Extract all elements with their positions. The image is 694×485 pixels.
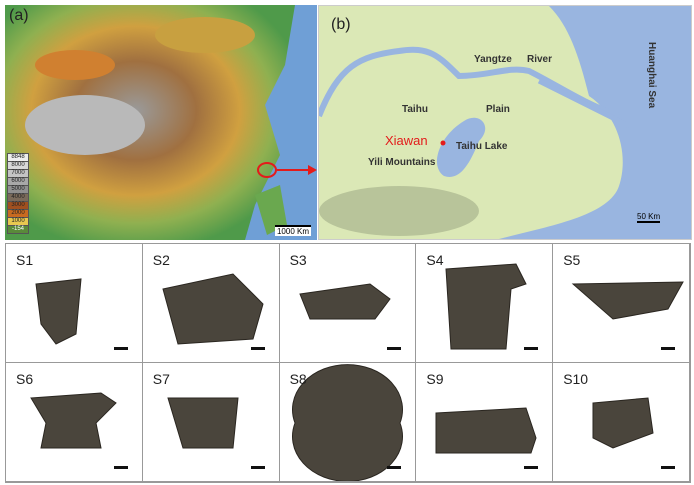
scale-bar-b: 50 Km	[637, 212, 661, 223]
topographic-map-china: (a) 8848 8000 7000 6000 5000 4000 3000 2000 …	[5, 5, 317, 240]
sample-photo-grid: S1 S2 S3 S4 S5 S6 S7 S8 S9 S10	[5, 243, 691, 483]
sherd-photo	[291, 364, 403, 481]
sample-label: S3	[289, 252, 307, 268]
sherd-photo	[162, 273, 264, 345]
sherd-photo	[592, 397, 654, 449]
scale-bar-a: 1000 Km	[274, 225, 311, 236]
panel-label-a: (a)	[9, 7, 29, 24]
scale-bar	[113, 466, 128, 469]
xiawan-label: Xiawan	[385, 133, 428, 148]
sample-label: S5	[563, 252, 581, 268]
scale-bar	[524, 347, 539, 350]
scale-bar	[113, 347, 128, 350]
scale-bar	[250, 347, 265, 350]
sample-cell: S8	[279, 363, 417, 482]
scale-bar	[661, 347, 675, 350]
sherd-photo	[445, 263, 528, 350]
sample-cell: S4	[416, 244, 554, 363]
sherd-photo	[298, 283, 391, 320]
sherd-photo	[435, 407, 537, 454]
sample-cell: S9	[416, 363, 554, 482]
sample-cell: S6	[6, 363, 143, 482]
map-image	[319, 6, 691, 239]
study-area-circle	[257, 162, 277, 178]
sample-cell: S7	[142, 363, 280, 482]
sample-label: S2	[152, 252, 170, 268]
sample-cell: S5	[553, 244, 690, 363]
scale-bar	[524, 466, 539, 469]
terrain-image	[5, 5, 317, 240]
sample-cell: S3	[279, 244, 417, 363]
sample-label: S1	[16, 252, 34, 268]
sample-label: S7	[152, 371, 170, 387]
sherd-photo	[167, 397, 239, 449]
elevation-legend: 8848 8000 7000 6000 5000 4000 3000 2000 1000…	[7, 153, 29, 234]
xiawan-site-marker	[440, 140, 446, 146]
scale-bar	[387, 466, 402, 469]
sherd-photo	[35, 278, 82, 345]
scale-bar	[387, 347, 402, 350]
sherd-photo	[571, 281, 685, 320]
river-label: River	[527, 54, 553, 65]
scale-bar	[250, 466, 265, 469]
sample-cell: S2	[142, 244, 280, 363]
taihu-lake-label: Taihu Lake	[456, 141, 508, 152]
huanghai-sea-label: Huanghai Sea	[646, 42, 657, 109]
taihu-label: Taihu	[402, 104, 428, 115]
sample-cell: S10	[553, 363, 690, 482]
plain-label: Plain	[486, 104, 510, 115]
sherd-photo	[30, 392, 117, 449]
sample-label: S10	[563, 371, 589, 387]
sample-label: S9	[426, 371, 444, 387]
sample-label: S4	[426, 252, 444, 268]
sample-label: S8	[289, 371, 307, 387]
sample-cell: S1	[6, 244, 143, 363]
scale-bar	[661, 466, 675, 469]
regional-map-taihu: (b) Yangtze River Taihu Plain Xiawan Tai…	[318, 5, 692, 240]
panel-label-b: (b)	[331, 16, 351, 33]
yangtze-label: Yangtze	[474, 54, 512, 65]
yili-mountains-label: Yili Mountains	[368, 157, 436, 168]
sample-label: S6	[16, 371, 34, 387]
